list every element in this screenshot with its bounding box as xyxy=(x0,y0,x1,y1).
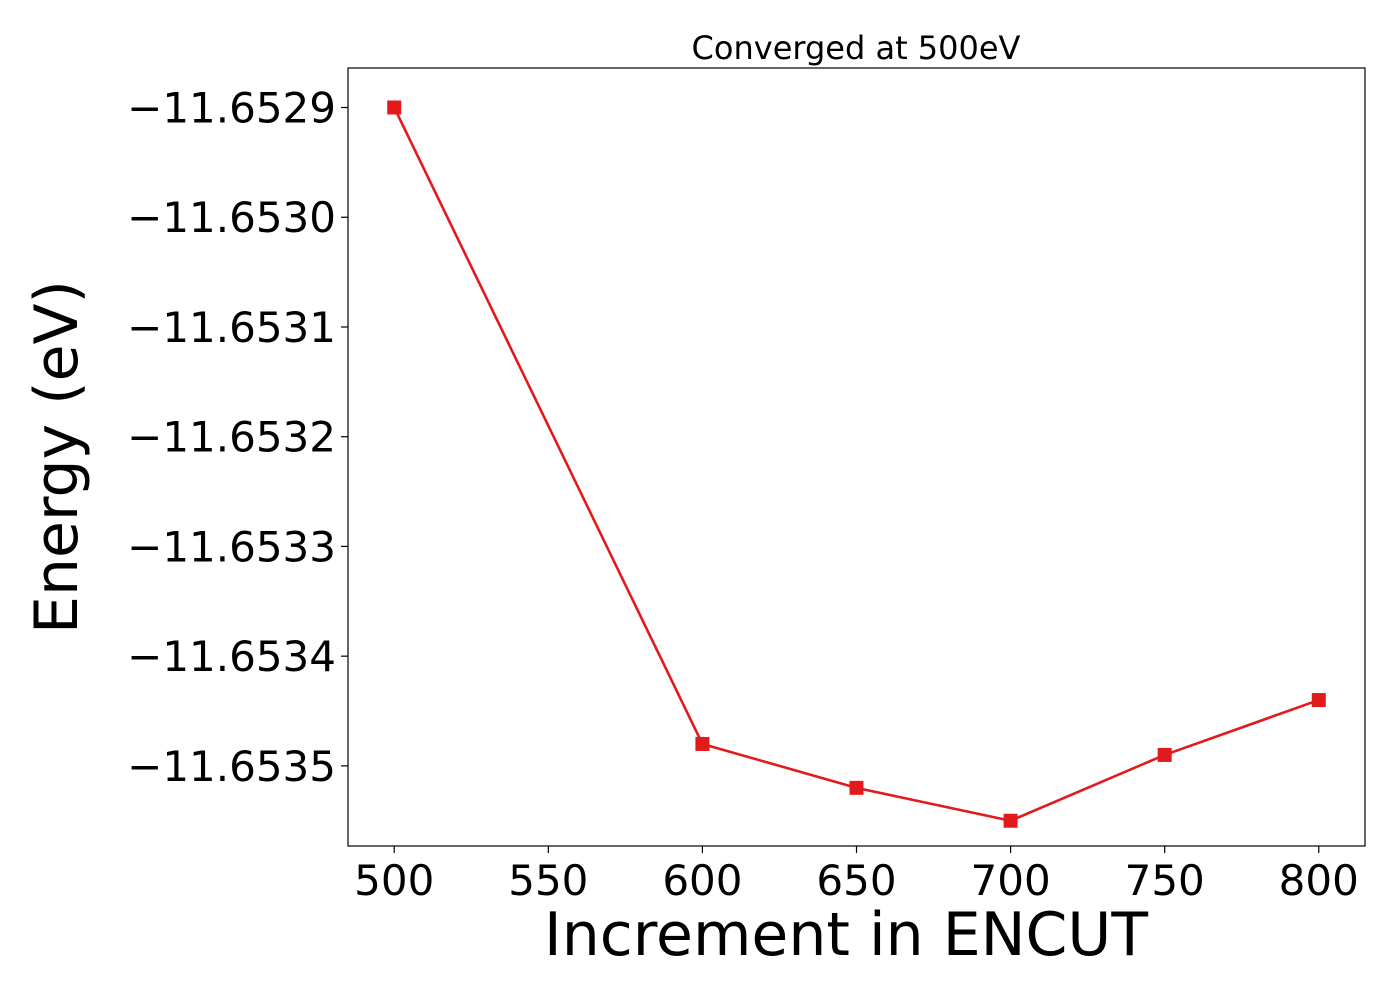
chart-title: Converged at 500eV xyxy=(692,29,1021,67)
data-point xyxy=(695,736,710,751)
data-point xyxy=(1311,693,1326,708)
x-tick-label: 800 xyxy=(1279,856,1359,905)
x-tick-label: 500 xyxy=(354,856,434,905)
data-point xyxy=(1003,813,1018,828)
y-tick-label: −11.6533 xyxy=(127,522,336,571)
y-tick-label: −11.6529 xyxy=(127,84,336,133)
x-tick-label: 550 xyxy=(508,856,588,905)
y-tick-label: −11.6534 xyxy=(127,632,336,681)
series-layer xyxy=(387,100,1326,828)
data-point xyxy=(849,780,864,795)
x-tick-label: 650 xyxy=(816,856,896,905)
x-tick-label: 700 xyxy=(971,856,1051,905)
y-tick-label: −11.6531 xyxy=(127,303,336,352)
x-tick-label: 750 xyxy=(1125,856,1205,905)
y-tick-label: −11.6535 xyxy=(127,742,336,791)
y-axis-ticks: −11.6529 −11.6530 −11.6531 −11.6532 −11.6533… xyxy=(127,84,348,791)
y-tick-label: −11.6530 xyxy=(127,193,336,242)
x-axis-label: Increment in ENCUT xyxy=(544,900,1148,970)
y-tick-label: −11.6532 xyxy=(127,413,336,462)
y-axis-label: Energy (eV) xyxy=(22,280,92,634)
data-point xyxy=(1157,747,1172,762)
data-point xyxy=(387,100,402,115)
x-tick-label: 600 xyxy=(662,856,742,905)
series-line xyxy=(393,106,1320,823)
plot-frame xyxy=(347,67,1366,847)
x-axis-ticks: 500 550 600 650 700 750 800 xyxy=(354,846,1359,905)
